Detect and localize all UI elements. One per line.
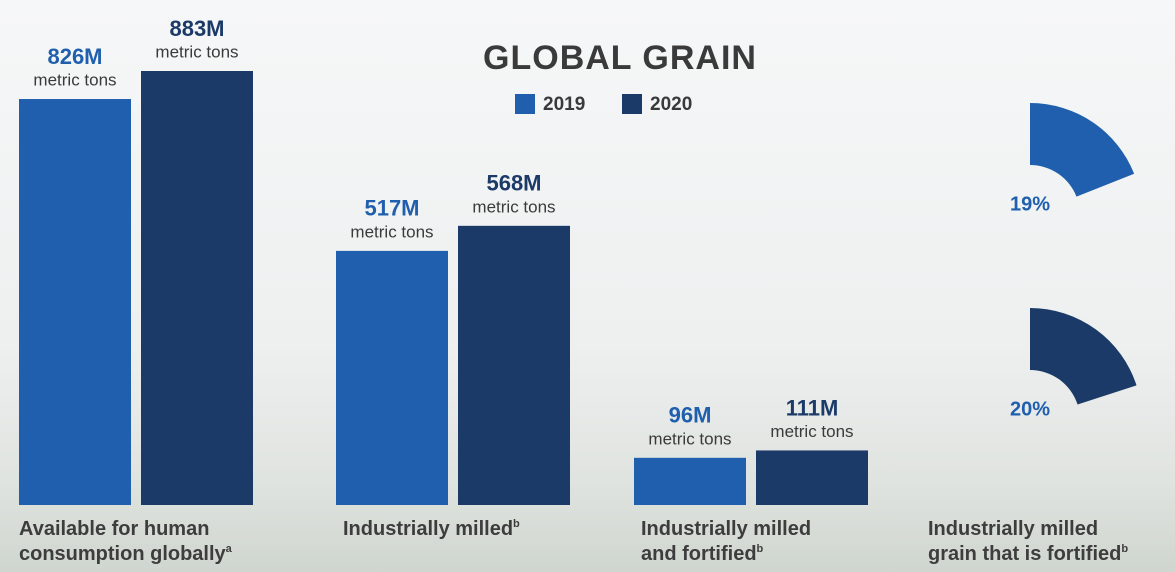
footnote-mark: b: [756, 543, 764, 555]
bar: [336, 250, 448, 505]
unit-label: metric tons: [33, 71, 116, 90]
category-label: Industrially milledb: [343, 517, 520, 542]
unit-label: metric tons: [472, 197, 555, 216]
value-label: 883M: [169, 16, 224, 41]
label-line: Industrially milled: [343, 518, 514, 540]
value-label: 826M: [47, 44, 102, 69]
footnote-mark: b: [1121, 543, 1129, 555]
footnote-mark: b: [513, 518, 520, 530]
unit-label: metric tons: [648, 429, 731, 448]
value-label: 111M: [786, 395, 839, 420]
legend-label: 2020: [650, 94, 692, 115]
bar: [19, 99, 131, 505]
label-line: Available for human: [19, 518, 210, 540]
chart-title: GLOBAL GRAIN: [483, 39, 757, 77]
label-line: consumption globally: [19, 543, 226, 565]
category-label: Industrially milled grain that is fortifi…: [928, 517, 1128, 567]
unit-label: metric tons: [770, 422, 853, 441]
bar: [756, 450, 868, 505]
unit-label: metric tons: [350, 222, 433, 241]
legend-swatch: [515, 94, 535, 114]
pie-value-label: 20%: [1010, 398, 1050, 420]
legend-label: 2019: [543, 94, 585, 115]
footnote-mark: a: [225, 543, 232, 555]
pie-value-label: 19%: [1010, 193, 1050, 215]
bar: [634, 457, 746, 505]
value-label: 517M: [364, 196, 419, 221]
category-label: Available for human consumption globallya: [19, 517, 232, 567]
value-label: 96M: [669, 403, 712, 428]
pie-wedge: [1030, 308, 1137, 405]
value-label: 568M: [486, 171, 541, 196]
legend-swatch: [622, 94, 642, 114]
bar: [141, 71, 253, 505]
category-label: Industrially milled and fortifiedb: [641, 517, 811, 567]
label-line: Industrially milled: [928, 518, 1099, 540]
bar: [458, 225, 570, 505]
label-line: grain that is fortified: [928, 543, 1122, 565]
pie-wedge: [1030, 103, 1135, 197]
label-line: Industrially milled: [641, 518, 812, 540]
label-line: and fortified: [641, 543, 757, 565]
unit-label: metric tons: [155, 42, 238, 61]
